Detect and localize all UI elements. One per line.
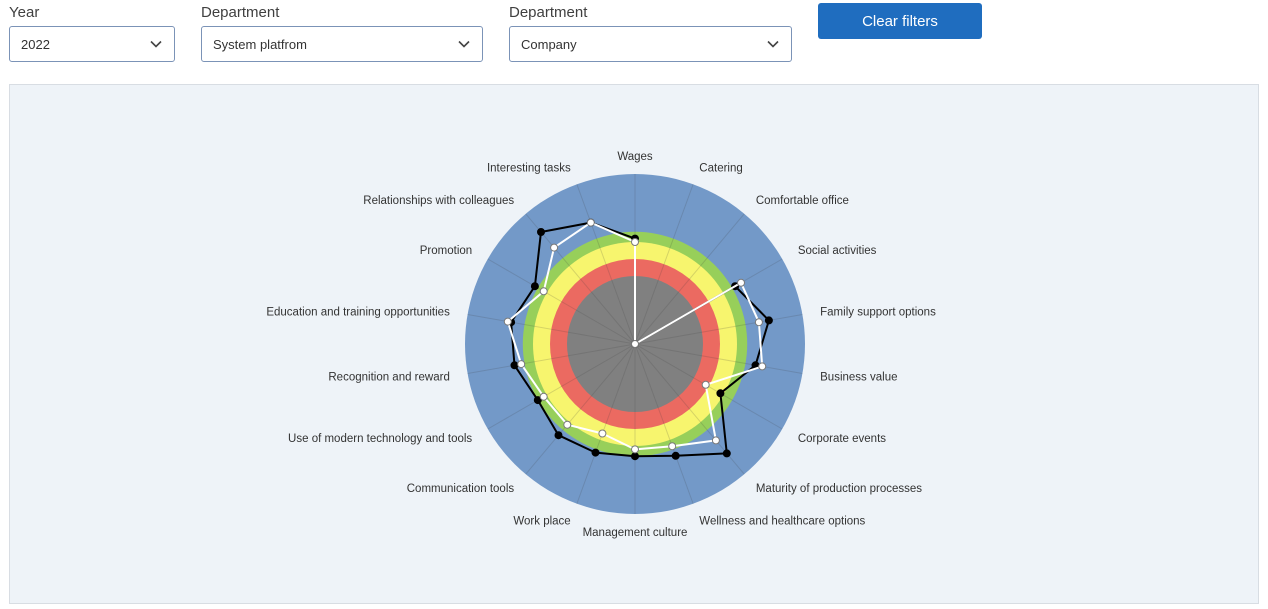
radar-spoke bbox=[634, 343, 694, 504]
category-label: Education and training opportunities bbox=[266, 306, 450, 318]
radar-spoke bbox=[634, 213, 745, 345]
department-filter-2-label: Department bbox=[509, 4, 588, 21]
category-label: Communication tools bbox=[407, 483, 515, 495]
category-label: Work place bbox=[513, 516, 570, 528]
radar-spoke bbox=[634, 343, 803, 375]
category-label: Management culture bbox=[583, 527, 688, 539]
category-label: Catering bbox=[699, 162, 742, 174]
radar-series-1-point bbox=[671, 451, 680, 460]
category-label: Family support options bbox=[820, 306, 936, 318]
radar-series-1-line bbox=[510, 221, 770, 458]
radar-series-2-point bbox=[598, 429, 607, 438]
radar-series-1-point bbox=[554, 431, 563, 440]
category-label: Wages bbox=[617, 151, 653, 163]
year-filter-label: Year bbox=[9, 4, 40, 21]
radar-spoke bbox=[576, 343, 636, 504]
department-select-2-value: Company bbox=[521, 36, 577, 52]
radar-series-2-point bbox=[539, 392, 548, 401]
department-filter-1-label: Department bbox=[201, 4, 280, 21]
radar-series-2-point bbox=[631, 340, 639, 348]
radar-series-2-line bbox=[506, 221, 764, 451]
category-label: Comfortable office bbox=[756, 195, 849, 207]
year-select[interactable]: 2022 bbox=[9, 26, 175, 62]
radar-series-1-point bbox=[716, 389, 725, 398]
radar-chart: Wages Catering Comfortable office Social ac… bbox=[266, 151, 936, 539]
radar-series-2-point bbox=[754, 318, 763, 327]
category-label: Relationships with colleagues bbox=[363, 195, 514, 207]
radar-series-2-point bbox=[631, 238, 639, 246]
radar-series-1-point bbox=[591, 448, 600, 457]
department-filter-2: Department Company bbox=[509, 0, 792, 62]
chevron-down-icon bbox=[458, 40, 470, 48]
department-filter-1: Department System platfrom bbox=[201, 0, 483, 62]
radar-spoke bbox=[467, 313, 636, 345]
radar-series-1-point bbox=[530, 282, 539, 291]
radar-series-1-point bbox=[510, 361, 519, 370]
radar-spoke bbox=[525, 213, 636, 345]
chevron-down-icon bbox=[150, 40, 162, 48]
radar-series-2-point bbox=[701, 380, 710, 389]
year-filter: Year 2022 bbox=[9, 0, 175, 62]
radar-chart-panel: Wages Catering Comfortable office Social ac… bbox=[9, 84, 1259, 604]
category-label: Wellness and healthcare options bbox=[699, 516, 865, 528]
category-label: Business value bbox=[820, 372, 897, 384]
department-select-2[interactable]: Company bbox=[509, 26, 792, 62]
radar-series-1-point bbox=[722, 449, 731, 458]
radar-series-2-point bbox=[711, 436, 720, 445]
category-label: Social activities bbox=[798, 245, 877, 257]
radar-series-2-point bbox=[503, 317, 512, 326]
radar-spoke bbox=[467, 343, 636, 375]
radar-series-2-point bbox=[631, 445, 639, 454]
radar-series-2-point bbox=[758, 362, 767, 371]
radar-series-2-point bbox=[668, 442, 677, 451]
radar-series-1-point bbox=[631, 452, 639, 461]
radar-spoke bbox=[525, 343, 636, 475]
category-label: Promotion bbox=[420, 245, 472, 257]
radar-spoke bbox=[634, 184, 694, 345]
category-label: Recognition and reward bbox=[328, 372, 449, 384]
radar-series-2-point bbox=[586, 218, 595, 227]
radar-series-2-point bbox=[550, 243, 559, 252]
radar-series-2-point bbox=[563, 420, 572, 429]
category-label: Corporate events bbox=[798, 433, 886, 445]
category-label: Interesting tasks bbox=[487, 162, 571, 174]
department-select-1[interactable]: System platfrom bbox=[201, 26, 483, 62]
radar-series-2-point bbox=[737, 278, 745, 287]
department-select-1-value: System platfrom bbox=[213, 36, 307, 52]
radar-series-1-point bbox=[533, 396, 542, 405]
category-label: Use of modern technology and tools bbox=[288, 433, 472, 445]
clear-filters-button[interactable]: Clear filters bbox=[818, 3, 982, 39]
radar-spoke bbox=[576, 184, 636, 345]
radar-series-1-point bbox=[537, 228, 545, 236]
radar-spoke bbox=[487, 343, 636, 430]
radar-spoke bbox=[487, 258, 636, 345]
radar-series-2-point bbox=[517, 360, 526, 369]
year-select-value: 2022 bbox=[21, 36, 50, 52]
category-label: Maturity of production processes bbox=[756, 483, 922, 495]
radar-series-2-point bbox=[539, 287, 548, 296]
radar-spoke bbox=[634, 313, 803, 345]
chevron-down-icon bbox=[767, 40, 779, 48]
radar-series-1-point bbox=[764, 316, 773, 325]
